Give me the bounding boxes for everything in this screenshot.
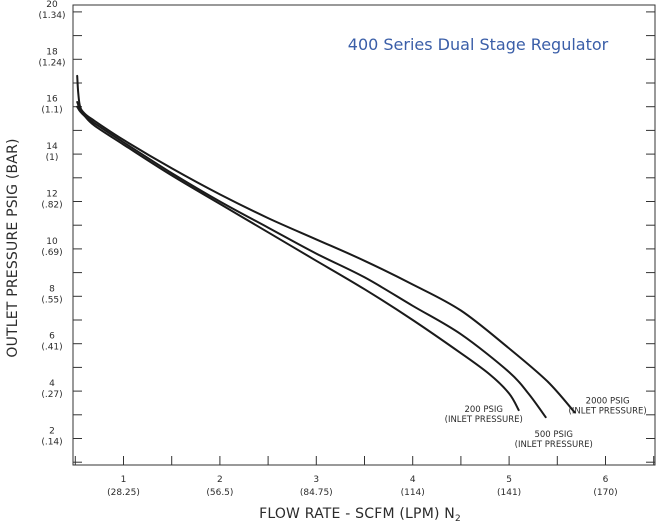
y-tick-label: 2 <box>49 427 55 437</box>
chart-title: 400 Series Dual Stage Regulator <box>348 35 609 54</box>
axis-ticks <box>73 11 655 465</box>
y-axis-title: OUTLET PRESSURE PSIG (BAR) <box>5 138 21 357</box>
x-tick-label: 1 <box>121 475 127 485</box>
y-tick-label: 6 <box>49 332 55 342</box>
y-tick-sublabel: (.41) <box>41 343 62 353</box>
y-tick-sublabel: (1) <box>46 153 59 163</box>
y-tick-label: 14 <box>46 142 58 152</box>
x-tick-label: 3 <box>313 475 319 485</box>
y-tick-sublabel: (1.24) <box>38 58 65 68</box>
y-tick-label: 16 <box>46 95 58 105</box>
y-tick-label: 12 <box>46 190 57 200</box>
y-tick-sublabel: (1.1) <box>41 106 62 116</box>
y-tick-sublabel: (.14) <box>41 438 62 448</box>
x-tick-sublabel: (56.5) <box>206 488 233 498</box>
series-label: (INLET PRESSURE) <box>569 406 647 416</box>
y-tick-label: 20 <box>46 0 58 10</box>
x-tick-label: 2 <box>217 475 223 485</box>
series-labels: 200 PSIG(INLET PRESSURE)500 PSIG(INLET P… <box>445 396 647 450</box>
y-tick-sublabel: (.55) <box>41 295 62 305</box>
series-lines <box>76 74 576 419</box>
x-tick-sublabel: (84.75) <box>300 488 333 498</box>
x-axis-title-subscript: 2 <box>455 514 461 524</box>
y-tick-label: 18 <box>46 47 58 57</box>
series-label: 2000 PSIG <box>586 396 630 406</box>
x-axis-title: FLOW RATE - SCFM (LPM) N2 <box>259 506 461 524</box>
series-label: (INLET PRESSURE) <box>515 440 593 450</box>
y-tick-label: 8 <box>49 284 55 294</box>
x-tick-sublabel: (141) <box>497 488 521 498</box>
series-line <box>76 105 547 419</box>
series-line <box>76 74 576 414</box>
y-tick-label: 4 <box>49 379 55 389</box>
y-tick-sublabel: (1.34) <box>38 11 65 21</box>
series-label: (INLET PRESSURE) <box>445 415 523 425</box>
y-tick-sublabel: (.82) <box>41 201 62 211</box>
x-tick-sublabel: (114) <box>401 488 425 498</box>
x-tick-label: 6 <box>603 475 609 485</box>
x-tick-label: 4 <box>410 475 416 485</box>
plot-frame <box>72 4 656 466</box>
axis-tick-labels: 2(.14)4(.27)6(.41)8(.55)10(.69)12(.82)14… <box>38 0 617 498</box>
x-tick-label: 5 <box>506 475 512 485</box>
series-line <box>76 101 520 412</box>
y-tick-sublabel: (.27) <box>41 390 62 400</box>
x-axis-title-text: FLOW RATE - SCFM (LPM) N <box>259 506 455 522</box>
series-label: 200 PSIG <box>464 405 503 415</box>
y-tick-label: 10 <box>46 237 58 247</box>
x-tick-sublabel: (28.25) <box>107 488 140 498</box>
series-label: 500 PSIG <box>534 430 573 440</box>
x-tick-sublabel: (170) <box>593 488 617 498</box>
y-tick-sublabel: (.69) <box>41 248 62 258</box>
